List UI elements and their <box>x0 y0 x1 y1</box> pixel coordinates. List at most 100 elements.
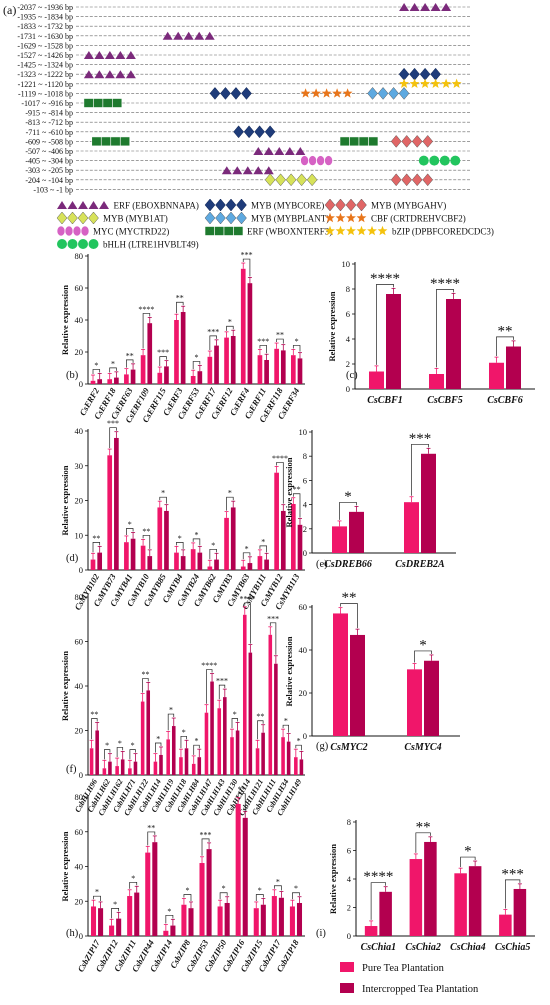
significance-bracket <box>193 744 200 755</box>
promoter-legend-label: MYC (MYCTRD22) <box>93 227 169 237</box>
significance-label: * <box>113 900 117 909</box>
y-tick-label: 0 <box>303 731 307 741</box>
series-legend: Pure Tea Plantation Intercropped Tea Pla… <box>340 962 479 995</box>
promoter-row-label: -103 ~ -1 bp <box>33 185 73 194</box>
significance-label: ** <box>141 670 149 679</box>
bar-pure <box>90 559 96 570</box>
bar-intercropped <box>114 377 119 384</box>
motif-cbf-icon <box>321 88 332 98</box>
bar-pure <box>140 355 146 384</box>
y-tick-label: 2 <box>346 359 350 369</box>
bar-intercropped <box>513 888 527 936</box>
significance-label: ** <box>92 534 100 543</box>
motif-mybcore-icon <box>215 198 226 212</box>
motif-myc-icon <box>308 155 317 166</box>
y-tick-label: 4 <box>303 500 308 510</box>
bar-intercropped <box>350 634 365 736</box>
promoter-legend: ERF (EBOXBNNAPA) MYB (MYBCORE) MYB (MYBGAH… <box>56 198 494 250</box>
motif-bzip-icon <box>356 225 367 236</box>
significance-bracket <box>226 496 234 511</box>
motif-wbox-icon <box>349 136 360 147</box>
significance-label: *** <box>267 614 279 623</box>
promoter-row-label: -405 ~ -304 bp <box>25 157 73 166</box>
promoter-row-label: -1425 ~ -1324 bp <box>17 61 73 70</box>
bar-intercropped <box>130 369 136 384</box>
y-tick-label: 20 <box>75 896 84 906</box>
motif-myc-icon <box>64 225 74 237</box>
y-tick-label: 6 <box>346 309 350 319</box>
bar-intercropped <box>235 730 240 775</box>
bar-pure <box>240 566 246 570</box>
significance-label: ** <box>176 294 184 303</box>
y-tick-label: 40 <box>299 645 308 655</box>
bar-pure <box>174 320 179 384</box>
significance-label: * <box>295 337 299 346</box>
promoter-row-label: -1017 ~ -916 bp <box>21 99 73 108</box>
y-tick-label: 4 <box>346 334 351 344</box>
motif-cbf-icon <box>356 212 367 223</box>
motif-bhlh-icon <box>439 155 450 166</box>
significance-bracket <box>92 369 101 375</box>
motif-bzip-icon <box>377 225 388 236</box>
bar-intercropped <box>147 323 153 384</box>
promoter-row-label: -1221 ~ -1120 bp <box>18 80 73 89</box>
significance-label: **** <box>240 594 256 603</box>
bar-intercropped <box>188 908 194 936</box>
motif-erf-icon <box>420 3 431 11</box>
motif-erf-icon <box>67 201 78 209</box>
bar-intercropped <box>108 761 112 775</box>
bar-pure <box>124 542 129 570</box>
significance-label: * <box>195 737 199 746</box>
bar-pure <box>255 748 260 775</box>
significance-bracket <box>237 793 246 811</box>
promoter-row-label: -813 ~ -712 bp <box>25 118 73 127</box>
motif-bzip-icon <box>409 78 420 88</box>
bar-pure <box>107 455 113 570</box>
significance-label: ** <box>90 710 98 719</box>
motif-erf-icon <box>284 147 295 155</box>
motif-mybcore-icon <box>233 125 244 139</box>
bar-pure <box>369 371 384 389</box>
y-axis-label: Relative expression <box>284 636 294 706</box>
motif-myc-icon <box>324 155 333 166</box>
motif-mybcore-icon <box>264 125 276 139</box>
promoter-row-label: -303 ~ -205 bp <box>25 166 73 175</box>
bar-pure <box>289 906 295 936</box>
motif-mybcore-icon <box>254 125 265 139</box>
significance-label: * <box>284 717 288 726</box>
bar-pure <box>429 374 444 389</box>
significance-bracket <box>111 908 120 919</box>
y-tick-label: 8 <box>347 817 351 827</box>
significance-label: ** <box>238 785 246 794</box>
promoter-legend-label: MYB (MYBCORE) <box>251 201 324 211</box>
bar-intercropped <box>280 510 286 570</box>
bar-pure <box>204 712 209 775</box>
motif-cbf-icon <box>332 88 342 98</box>
category-label: CsCBF5 <box>427 395 463 406</box>
bar-intercropped <box>297 358 303 384</box>
motif-mybcore-icon <box>236 198 247 212</box>
bar-pure <box>207 566 213 570</box>
bar-pure <box>140 701 145 775</box>
bar-intercropped <box>424 660 439 736</box>
bar-intercropped <box>97 552 103 570</box>
bar-pure <box>207 356 213 384</box>
motif-bzip-icon <box>335 225 346 236</box>
motif-myc-icon <box>80 225 90 237</box>
motif-mybcore-icon <box>209 87 221 100</box>
category-label: CsDREB66 <box>324 559 372 570</box>
significance-bracket <box>155 742 162 753</box>
significance-bracket <box>91 718 98 740</box>
motif-erf-icon <box>441 3 452 11</box>
significance-label: **** <box>138 305 154 314</box>
bar-pure <box>89 748 94 775</box>
significance-label: * <box>344 489 352 505</box>
motif-mybcore-icon <box>204 198 216 212</box>
bar-pure <box>102 768 107 775</box>
y-tick-label: 30 <box>75 461 84 471</box>
bar-intercropped <box>184 748 189 775</box>
motif-myb1at-icon <box>306 173 318 187</box>
promoter-row-label: -2037 ~ -1936 bp <box>17 3 73 12</box>
significance-bracket <box>496 336 514 357</box>
